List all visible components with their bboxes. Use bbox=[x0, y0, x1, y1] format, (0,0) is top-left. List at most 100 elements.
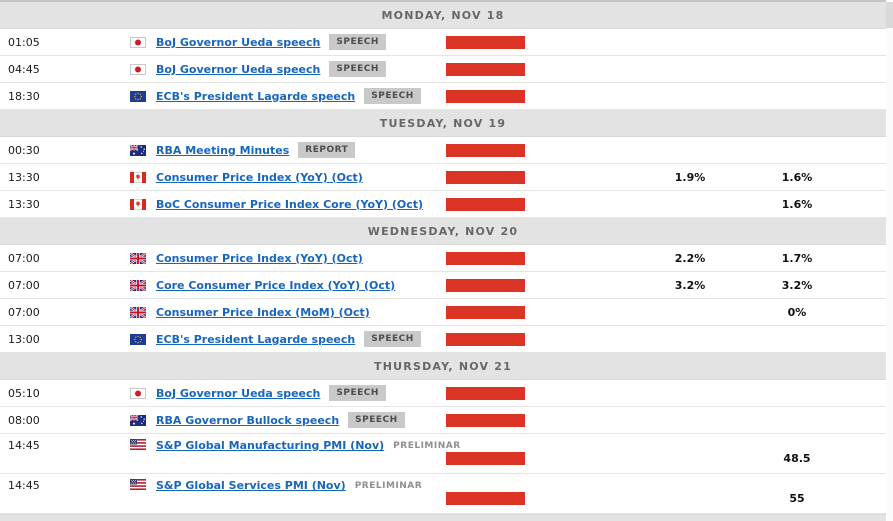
event-link[interactable]: BoJ Governor Ueda speech bbox=[156, 386, 321, 400]
event-cell: RBA Governor Bullock speech SPEECH bbox=[156, 412, 446, 428]
flag-icon-japan bbox=[130, 387, 146, 399]
impact-cell bbox=[446, 251, 620, 265]
flag-cell bbox=[130, 252, 156, 264]
event-time: 13:30 bbox=[8, 197, 40, 211]
previous-value: 55 bbox=[789, 492, 805, 505]
event-link[interactable]: ECB's President Lagarde speech bbox=[156, 332, 356, 346]
impact-cell bbox=[446, 305, 620, 319]
flag-cell bbox=[130, 333, 156, 345]
event-time: 14:45 bbox=[8, 439, 40, 452]
flag-cell bbox=[130, 36, 156, 48]
previous-value: 3.2% bbox=[781, 278, 813, 292]
flag-icon-european-union bbox=[130, 90, 146, 102]
event-link[interactable]: Consumer Price Index (YoY) (Oct) bbox=[156, 251, 363, 265]
event-row: 07:00 Consumer Price Index (MoM) (Oct) 0… bbox=[0, 299, 886, 326]
previous-value: 1.6% bbox=[781, 197, 813, 211]
impact-bar bbox=[446, 452, 525, 465]
event-row: 07:00 Consumer Price Index (YoY) (Oct) 2… bbox=[0, 245, 886, 272]
event-time: 13:00 bbox=[8, 332, 40, 346]
day-section: THURSDAY, NOV 21 05:10 BoJ Governor Ueda… bbox=[0, 353, 886, 514]
event-type-badge: PRELIMINAR bbox=[393, 440, 461, 451]
impact-bar bbox=[446, 278, 525, 292]
event-row: 00:30 RBA Meeting Minutes REPORT bbox=[0, 137, 886, 164]
flag-cell bbox=[130, 279, 156, 291]
impact-bar bbox=[446, 251, 525, 265]
flag-icon-united-kingdom bbox=[130, 279, 146, 291]
impact-bar bbox=[446, 413, 525, 427]
day-rows: 00:30 RBA Meeting Minutes REPORT 13:30 C… bbox=[0, 137, 886, 218]
impact-bar bbox=[446, 305, 525, 319]
event-type-badge: SPEECH bbox=[329, 34, 386, 50]
flag-icon-australia bbox=[130, 144, 146, 156]
event-time: 05:10 bbox=[8, 386, 40, 400]
event-cell: Core Consumer Price Index (YoY) (Oct) bbox=[156, 279, 446, 292]
event-time: 13:30 bbox=[8, 170, 40, 184]
event-cell: BoJ Governor Ueda speech SPEECH bbox=[156, 385, 446, 401]
event-link[interactable]: S&P Global Services PMI (Nov) bbox=[156, 479, 346, 492]
day-rows: 05:10 BoJ Governor Ueda speech SPEECH 08… bbox=[0, 380, 886, 514]
impact-bar bbox=[446, 143, 525, 157]
event-link[interactable]: RBA Governor Bullock speech bbox=[156, 413, 340, 427]
event-type-badge: SPEECH bbox=[329, 61, 386, 77]
event-link[interactable]: RBA Meeting Minutes bbox=[156, 143, 290, 157]
impact-bar bbox=[446, 35, 525, 49]
event-time: 18:30 bbox=[8, 89, 40, 103]
flag-icon-canada bbox=[130, 171, 146, 183]
event-link[interactable]: Consumer Price Index (MoM) (Oct) bbox=[156, 305, 370, 319]
event-link[interactable]: BoJ Governor Ueda speech bbox=[156, 62, 321, 76]
event-cell: S&P Global Manufacturing PMI (Nov) PRELI… bbox=[156, 434, 460, 452]
scrollbar[interactable] bbox=[886, 2, 893, 521]
event-time: 07:00 bbox=[8, 305, 40, 319]
impact-bar bbox=[446, 170, 525, 184]
day-header: WEDNESDAY, NOV 20 bbox=[0, 218, 886, 245]
day-section: WEDNESDAY, NOV 20 07:00 Consumer Price I… bbox=[0, 218, 886, 353]
event-cell: ECB's President Lagarde speech SPEECH bbox=[156, 88, 446, 104]
event-row: 01:05 BoJ Governor Ueda speech SPEECH bbox=[0, 29, 886, 56]
flag-icon-canada bbox=[130, 198, 146, 210]
event-link[interactable]: BoJ Governor Ueda speech bbox=[156, 35, 321, 49]
flag-cell bbox=[130, 387, 156, 399]
previous-value: 0% bbox=[787, 305, 807, 319]
flag-cell bbox=[130, 198, 156, 210]
event-cell: Consumer Price Index (YoY) (Oct) bbox=[156, 171, 446, 184]
event-row: 13:30 BoC Consumer Price Index Core (YoY… bbox=[0, 191, 886, 218]
event-row: 07:00 Core Consumer Price Index (YoY) (O… bbox=[0, 272, 886, 299]
event-link[interactable]: Consumer Price Index (YoY) (Oct) bbox=[156, 170, 363, 184]
flag-cell bbox=[130, 306, 156, 318]
event-link[interactable]: ECB's President Lagarde speech bbox=[156, 89, 356, 103]
event-row: 14:45 S&P Global Services PMI (Nov) PREL… bbox=[0, 474, 886, 514]
day-header: THURSDAY, NOV 21 bbox=[0, 353, 886, 380]
event-link[interactable]: S&P Global Manufacturing PMI (Nov) bbox=[156, 439, 385, 452]
forecast-value: 1.9% bbox=[674, 170, 706, 184]
event-cell: BoJ Governor Ueda speech SPEECH bbox=[156, 61, 446, 77]
event-cell: BoC Consumer Price Index Core (YoY) (Oct… bbox=[156, 198, 446, 211]
scrollbar-thumb[interactable] bbox=[886, 2, 893, 28]
impact-bar bbox=[446, 62, 525, 76]
event-row: 14:45 S&P Global Manufacturing PMI (Nov)… bbox=[0, 434, 886, 474]
impact-bar bbox=[446, 492, 525, 505]
next-day-header-partial bbox=[0, 514, 886, 521]
event-row: 13:00 ECB's President Lagarde speech SPE… bbox=[0, 326, 886, 353]
event-time: 08:00 bbox=[8, 413, 40, 427]
event-cell: S&P Global Services PMI (Nov) PRELIMINAR bbox=[156, 474, 446, 492]
event-row: 05:10 BoJ Governor Ueda speech SPEECH bbox=[0, 380, 886, 407]
flag-icon-united-states bbox=[130, 439, 146, 450]
event-cell: Consumer Price Index (MoM) (Oct) bbox=[156, 306, 446, 319]
flag-cell bbox=[130, 90, 156, 102]
flag-icon-european-union bbox=[130, 333, 146, 345]
forecast-value: 2.2% bbox=[674, 251, 706, 265]
event-type-badge: SPEECH bbox=[329, 385, 386, 401]
flag-icon-united-kingdom bbox=[130, 252, 146, 264]
forecast-value bbox=[620, 505, 760, 513]
day-rows: 01:05 BoJ Governor Ueda speech SPEECH 04… bbox=[0, 29, 886, 110]
impact-cell bbox=[446, 143, 620, 157]
forecast-value bbox=[620, 465, 760, 473]
impact-cell bbox=[446, 332, 620, 346]
flag-icon-australia bbox=[130, 414, 146, 426]
event-cell: ECB's President Lagarde speech SPEECH bbox=[156, 331, 446, 347]
event-link[interactable]: BoC Consumer Price Index Core (YoY) (Oct… bbox=[156, 197, 424, 211]
event-time: 04:45 bbox=[8, 62, 40, 76]
event-link[interactable]: Core Consumer Price Index (YoY) (Oct) bbox=[156, 278, 396, 292]
day-header-label: MONDAY, NOV 18 bbox=[381, 8, 505, 22]
event-type-badge: SPEECH bbox=[364, 331, 421, 347]
